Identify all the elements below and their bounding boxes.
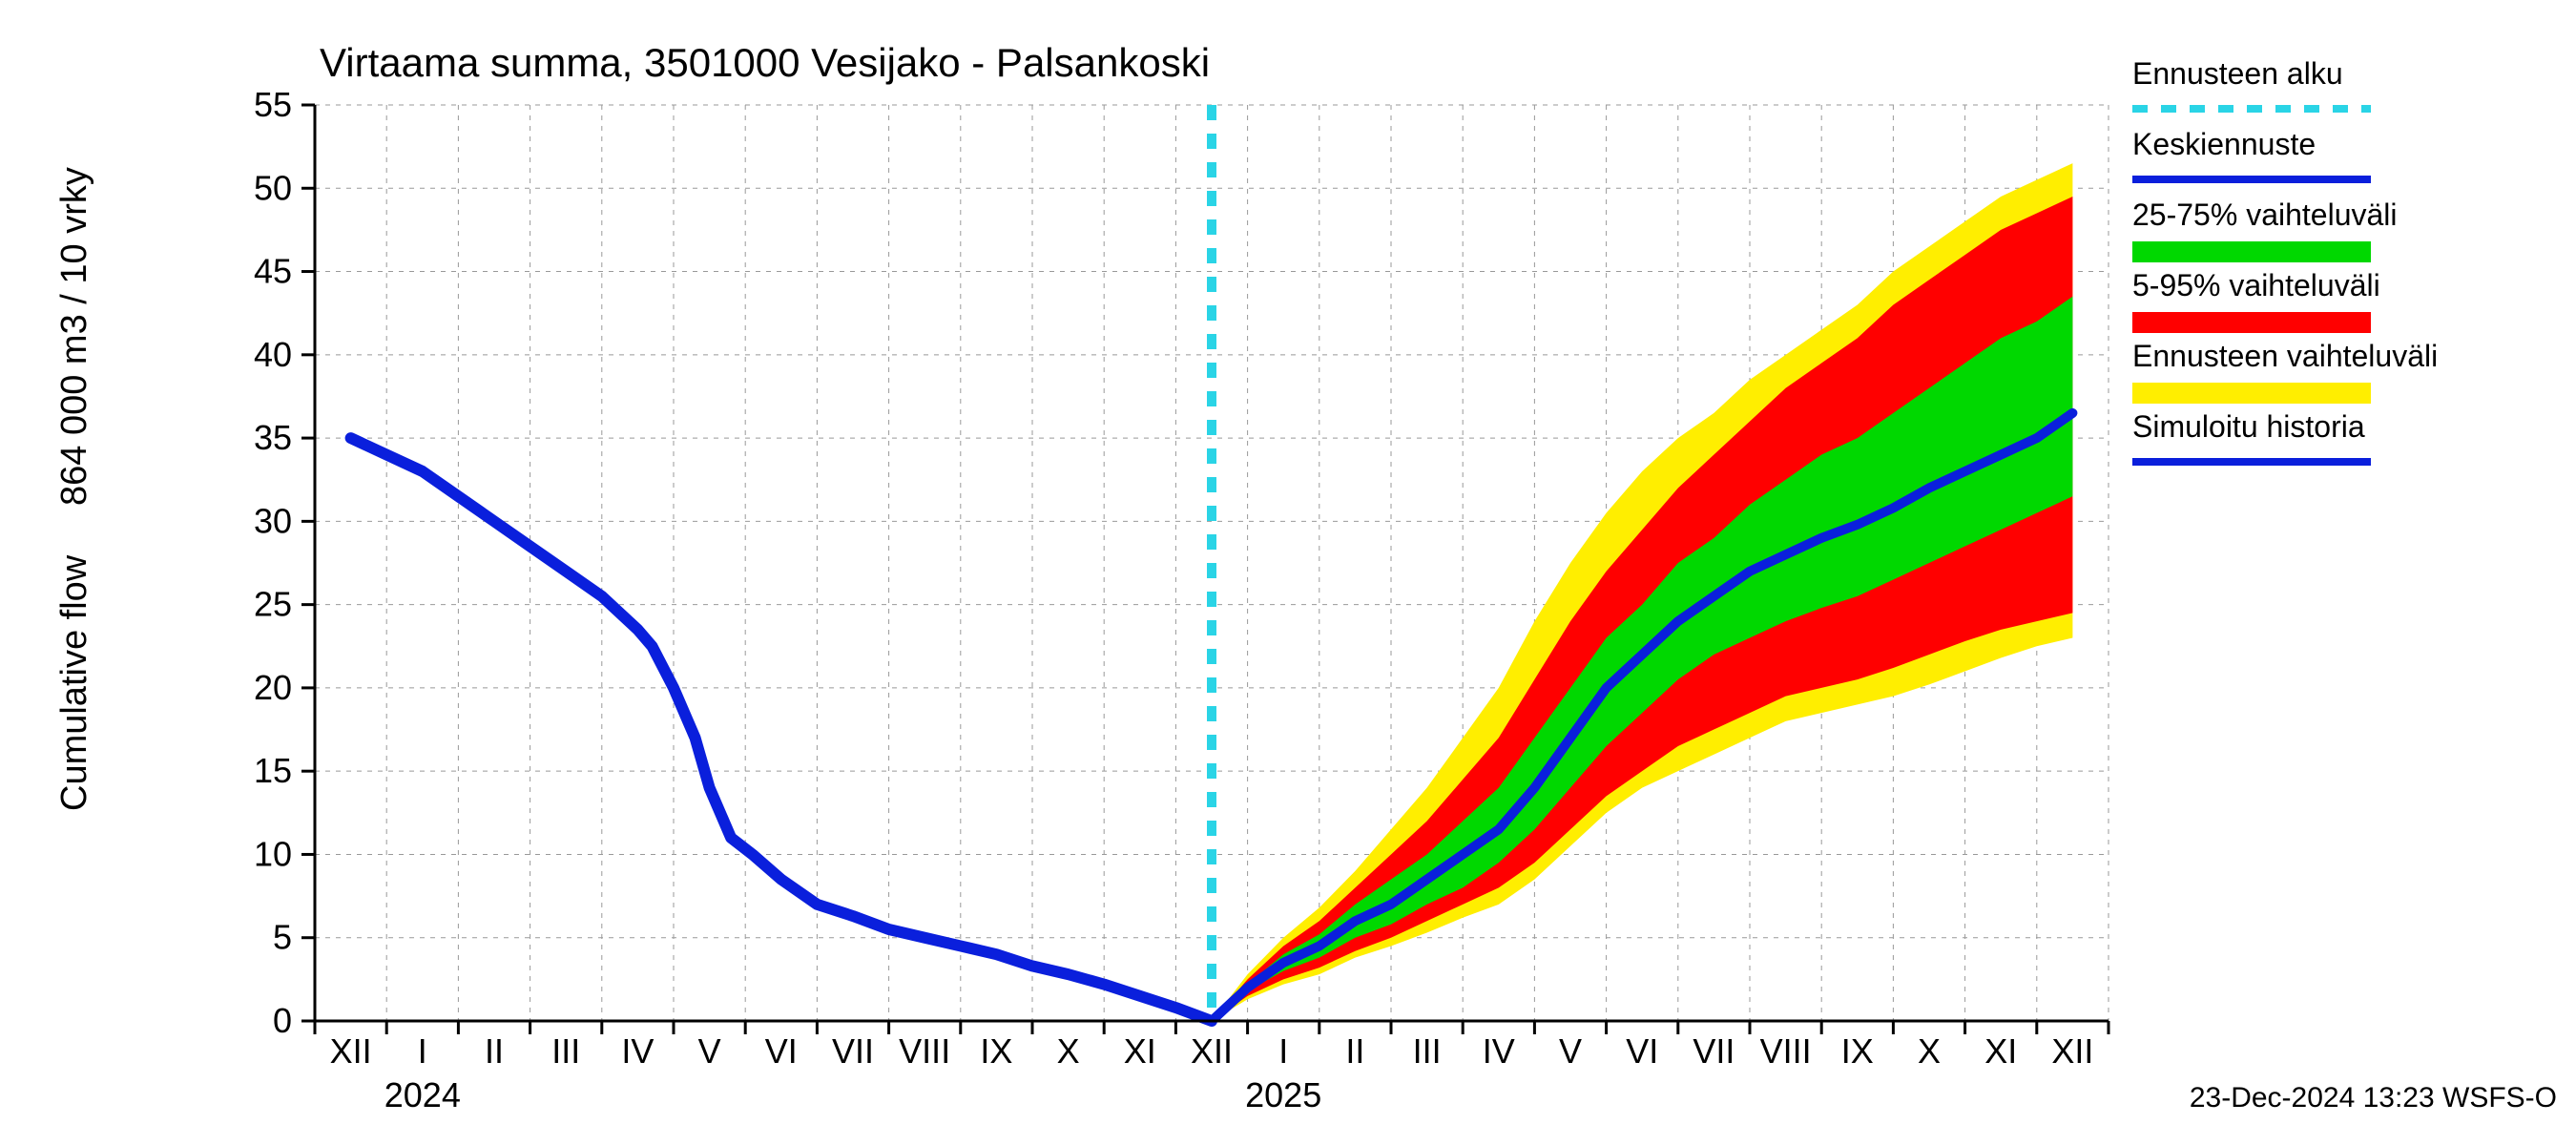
x-tick-label: X — [1057, 1031, 1080, 1071]
x-tick-label: VI — [765, 1031, 798, 1071]
x-tick-label: I — [1278, 1031, 1288, 1071]
x-tick-label: XII — [1191, 1031, 1233, 1071]
x-tick-label: XII — [2051, 1031, 2093, 1071]
y-tick-label: 30 — [254, 501, 292, 540]
y-tick-label: 35 — [254, 418, 292, 457]
y-tick-label: 0 — [273, 1001, 292, 1040]
footer-timestamp: 23-Dec-2024 13:23 WSFS-O — [2190, 1082, 2557, 1114]
y-axis-label-1: Cumulative flow — [54, 554, 94, 811]
x-tick-label: II — [485, 1031, 504, 1071]
x-tick-label: VII — [832, 1031, 874, 1071]
y-tick-label: 20 — [254, 668, 292, 707]
x-tick-label: IX — [1841, 1031, 1874, 1071]
y-tick-label: 25 — [254, 585, 292, 624]
legend-label: Ennusteen alku — [2132, 56, 2343, 91]
x-tick-label: V — [698, 1031, 721, 1071]
y-tick-label: 10 — [254, 834, 292, 873]
y-tick-label: 55 — [254, 85, 292, 124]
legend-swatch — [2132, 383, 2371, 404]
y-tick-label: 40 — [254, 335, 292, 374]
chart-svg: 0510152025303540455055XIIIIIIIIIVVVIVIIV… — [0, 0, 2576, 1145]
legend-swatch — [2132, 312, 2371, 333]
x-tick-label: IV — [621, 1031, 654, 1071]
x-tick-label: IV — [1483, 1031, 1515, 1071]
legend-label: Keskiennuste — [2132, 127, 2316, 161]
x-tick-label: V — [1559, 1031, 1582, 1071]
x-tick-label: XII — [330, 1031, 372, 1071]
x-tick-label: X — [1918, 1031, 1941, 1071]
legend-label: 25-75% vaihteluväli — [2132, 198, 2398, 232]
legend-label: 5-95% vaihteluväli — [2132, 268, 2380, 302]
legend-label: Simuloitu historia — [2132, 409, 2365, 444]
chart-title: Virtaama summa, 3501000 Vesijako - Palsa… — [320, 40, 1210, 85]
x-tick-label: I — [418, 1031, 427, 1071]
x-tick-label: IX — [980, 1031, 1012, 1071]
y-tick-label: 50 — [254, 168, 292, 207]
x-year-label: 2025 — [1245, 1075, 1321, 1114]
x-tick-label: XI — [1124, 1031, 1156, 1071]
y-tick-label: 15 — [254, 751, 292, 790]
x-tick-label: XI — [1984, 1031, 2017, 1071]
x-tick-label: III — [551, 1031, 580, 1071]
x-tick-label: VII — [1693, 1031, 1735, 1071]
legend-label: Ennusteen vaihteluväli — [2132, 339, 2438, 373]
y-axis-label-2: 864 000 m3 / 10 vrky — [54, 167, 94, 506]
y-tick-label: 45 — [254, 252, 292, 291]
x-tick-label: III — [1413, 1031, 1442, 1071]
x-tick-label: II — [1345, 1031, 1364, 1071]
chart-container: 0510152025303540455055XIIIIIIIIIVVVIVIIV… — [0, 0, 2576, 1145]
x-tick-label: VIII — [899, 1031, 950, 1071]
x-tick-label: VI — [1626, 1031, 1658, 1071]
legend-swatch — [2132, 241, 2371, 262]
x-year-label: 2024 — [384, 1075, 461, 1114]
x-tick-label: VIII — [1760, 1031, 1812, 1071]
y-tick-label: 5 — [273, 918, 292, 957]
